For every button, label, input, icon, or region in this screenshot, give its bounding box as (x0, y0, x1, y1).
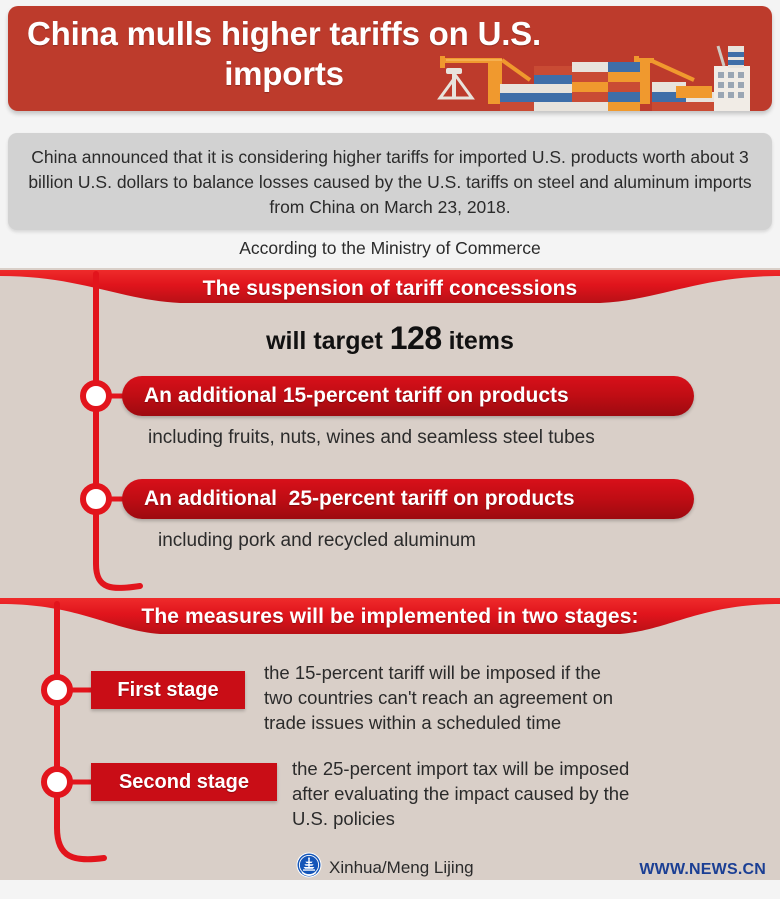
stage-description-second: the 25-percent import tax will be impose… (292, 758, 630, 829)
tariff-item-15-label: An additional 15-percent tariff on produ… (144, 384, 569, 407)
target-prefix: will target (266, 327, 390, 355)
banner-stages-label: The measures will be implemented in two … (141, 605, 639, 628)
header-band: China mulls higher tariffs on U.S. impor… (0, 0, 780, 118)
tariff-item-25-percent[interactable]: An additional 25-percent tariff on produ… (122, 479, 694, 519)
page-title: China mulls higher tariffs on U.S. impor… (27, 15, 541, 93)
target-headline: will target 128 items (0, 320, 780, 357)
header-plate: China mulls higher tariffs on U.S. impor… (8, 6, 772, 111)
tariff-item-15-percent[interactable]: An additional 15-percent tariff on produ… (122, 376, 694, 416)
site-watermark: WWW.NEWS.CN (639, 861, 766, 878)
intro-box: China announced that it is considering h… (8, 133, 772, 230)
banner-suspension-label: The suspension of tariff concessions (202, 277, 578, 300)
footer-strip (0, 880, 780, 899)
intro-text: China announced that it is considering h… (28, 147, 752, 217)
stage-description-first: the 15-percent tariff will be imposed if… (264, 662, 614, 733)
banner-suspension: The suspension of tariff concessions (0, 270, 780, 312)
credit-block: Xinhua/Meng Lijing (296, 852, 474, 883)
target-number: 128 (389, 320, 442, 356)
banner-stages: The measures will be implemented in two … (0, 598, 780, 640)
stage-badge-first-label: First stage (117, 678, 219, 701)
stage-badge-first[interactable]: First stage (91, 671, 245, 709)
tariff-item-25-label: An additional 25-percent tariff on produ… (144, 487, 575, 510)
source-attribution: According to the Ministry of Commerce (239, 238, 541, 258)
xinhua-logo-icon (296, 852, 322, 883)
target-suffix: items (441, 327, 514, 355)
tariff-item-15-note: including fruits, nuts, wines and seamle… (148, 427, 595, 448)
credit-text: Xinhua/Meng Lijing (329, 857, 474, 877)
stage-badge-second[interactable]: Second stage (91, 763, 277, 801)
tariff-item-25-note: including pork and recycled aluminum (158, 530, 476, 551)
stage-badge-second-label: Second stage (118, 770, 250, 793)
